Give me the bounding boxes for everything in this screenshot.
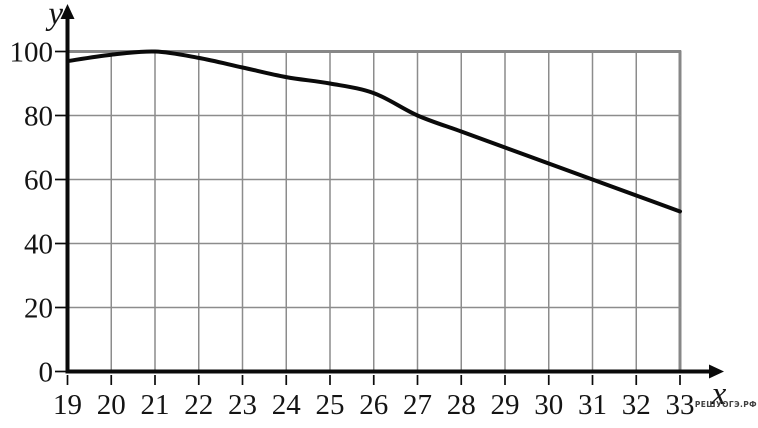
x-tick-label: 24 bbox=[272, 389, 302, 421]
axis-ticks bbox=[55, 50, 681, 385]
x-tick-label: 27 bbox=[403, 389, 432, 421]
y-axis-label: y bbox=[45, 0, 63, 32]
x-tick-label: 19 bbox=[53, 389, 82, 421]
y-tick-label: 0 bbox=[39, 357, 54, 389]
x-tick-label: 22 bbox=[184, 389, 213, 421]
grid-lines bbox=[67, 50, 682, 372]
x-tick-label: 32 bbox=[622, 389, 651, 421]
y-tick-label: 100 bbox=[10, 37, 54, 69]
y-tick-label: 60 bbox=[24, 165, 53, 197]
x-tick-label: 29 bbox=[491, 389, 520, 421]
tick-labels: 19 20 21 22 23 24 25 26 27 28 29 30 31 32 33 0 20 40 60 80 1… bbox=[10, 37, 695, 422]
x-tick-label: 31 bbox=[578, 389, 607, 421]
y-tick-label: 80 bbox=[24, 101, 53, 133]
x-tick-label: 28 bbox=[447, 389, 476, 421]
y-tick-label: 40 bbox=[24, 229, 53, 261]
x-tick-label: 20 bbox=[97, 389, 126, 421]
x-tick-label: 33 bbox=[666, 389, 695, 421]
y-axis-arrow bbox=[60, 4, 75, 19]
x-tick-label: 30 bbox=[534, 389, 563, 421]
x-tick-label: 25 bbox=[316, 389, 345, 421]
y-tick-label: 20 bbox=[24, 293, 53, 325]
data-curve bbox=[65, 49, 682, 214]
x-tick-label: 23 bbox=[228, 389, 257, 421]
x-tick-label: 26 bbox=[359, 389, 388, 421]
axes bbox=[60, 4, 724, 379]
watermark: РЕШУОГЭ.РФ bbox=[695, 400, 757, 409]
x-tick-label: 21 bbox=[141, 389, 170, 421]
x-axis-arrow bbox=[709, 364, 724, 379]
x-axis-label: x bbox=[711, 376, 727, 412]
